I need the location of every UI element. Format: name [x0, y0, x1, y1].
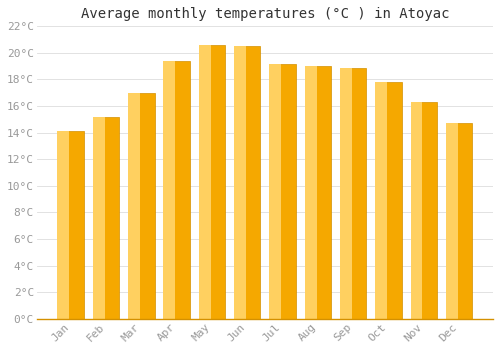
Bar	[58, 131, 84, 319]
Bar	[304, 66, 316, 319]
Bar	[164, 61, 175, 319]
Bar	[198, 45, 210, 319]
Bar	[340, 68, 366, 319]
Bar	[375, 82, 387, 319]
Title: Average monthly temperatures (°C ) in Atoyac: Average monthly temperatures (°C ) in At…	[80, 7, 449, 21]
Bar	[198, 45, 225, 319]
Bar	[164, 61, 190, 319]
Bar	[93, 117, 104, 319]
Bar	[93, 117, 120, 319]
Bar	[58, 131, 70, 319]
Bar	[375, 82, 402, 319]
Bar	[340, 68, 352, 319]
Bar	[270, 63, 296, 319]
Bar	[128, 93, 140, 319]
Bar	[270, 63, 281, 319]
Bar	[234, 46, 246, 319]
Bar	[446, 123, 458, 319]
Bar	[446, 123, 472, 319]
Bar	[410, 102, 437, 319]
Bar	[410, 102, 422, 319]
Bar	[128, 93, 154, 319]
Bar	[234, 46, 260, 319]
Bar	[304, 66, 331, 319]
